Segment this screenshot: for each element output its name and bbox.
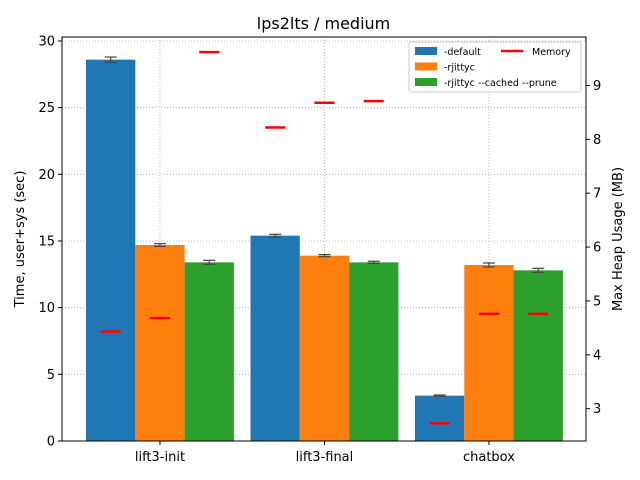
y-tick-label: 30 — [38, 35, 55, 50]
bar-rjittyc — [464, 265, 514, 441]
bar-rjittyc-cached-prune — [513, 270, 563, 441]
y-axis-right: 3 4 5 6 7 8 9 — [586, 79, 601, 417]
bar-default — [250, 235, 300, 441]
y2-tick-label: 9 — [593, 79, 601, 94]
y-tick-label: 10 — [38, 301, 55, 316]
legend-label: -rjittyc --cached --prune — [444, 78, 557, 89]
y2-axis-label: Max Heap Usage (MB) — [611, 167, 626, 311]
y2-tick-label: 6 — [593, 241, 601, 256]
y2-tick-label: 4 — [593, 348, 601, 363]
bar-rjittyc-cached-prune — [349, 262, 399, 441]
y2-tick-label: 7 — [593, 187, 601, 202]
legend-box — [408, 41, 582, 93]
legend-swatch — [415, 47, 437, 55]
y2-tick-label: 8 — [593, 133, 601, 148]
bars — [86, 59, 563, 442]
error-bars — [104, 56, 545, 397]
legend-label: -default — [444, 47, 481, 58]
memory-markers — [100, 50, 549, 425]
x-tick-label: lift3-final — [296, 450, 354, 465]
y-axis-left: 0 5 10 15 20 25 30 — [38, 35, 62, 450]
y2-tick-label: 3 — [593, 402, 601, 417]
legend-label: Memory — [532, 47, 571, 58]
y-tick-label: 15 — [38, 235, 55, 250]
bar-default — [86, 59, 136, 442]
y-tick-label: 5 — [47, 368, 55, 383]
legend-swatch — [415, 78, 437, 86]
y-axis-label: Time, user+sys (sec) — [13, 171, 28, 309]
bar-default — [415, 395, 465, 441]
y-tick-label: 0 — [47, 435, 55, 450]
legend-label: -rjittyc — [444, 63, 475, 74]
x-tick-label: lift3-init — [135, 450, 185, 465]
legend-swatch — [415, 62, 437, 71]
legend: -default -rjittyc -rjittyc --cached --prun… — [408, 41, 582, 93]
chart-title: lps2lts / medium — [257, 14, 391, 33]
x-axis: lift3-init lift3-final chatbox — [135, 441, 515, 465]
bar-rjittyc-cached-prune — [184, 262, 234, 441]
y-tick-label: 25 — [38, 101, 55, 116]
y2-tick-label: 5 — [593, 294, 601, 309]
bar-rjittyc — [135, 245, 185, 441]
bar-rjittyc — [299, 255, 350, 441]
x-tick-label: chatbox — [463, 450, 515, 465]
y-tick-label: 20 — [38, 168, 55, 183]
